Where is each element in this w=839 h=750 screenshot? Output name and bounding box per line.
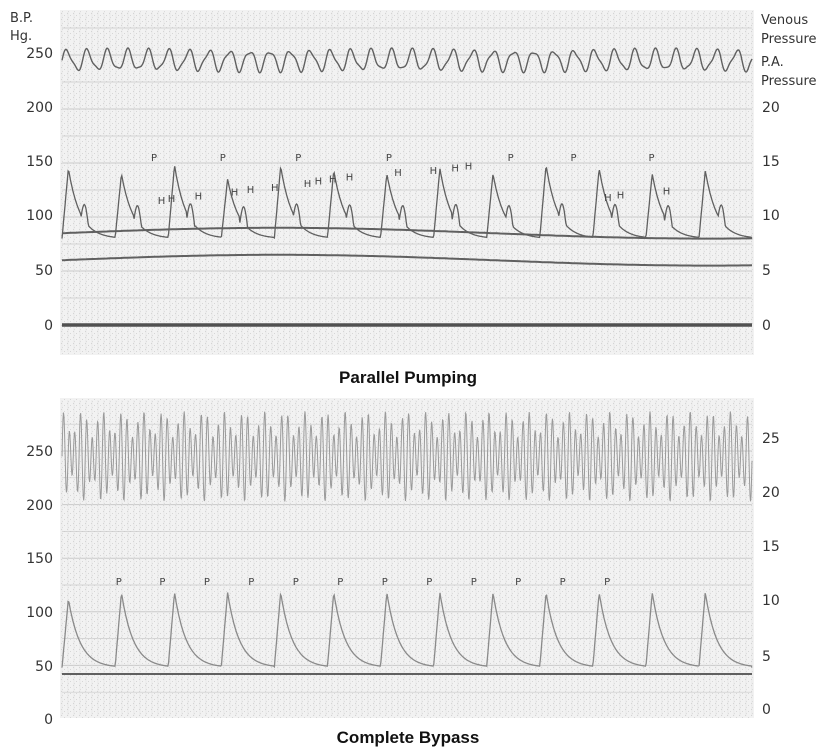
right-tick: 5 (762, 263, 771, 279)
annotation-label: P (151, 153, 157, 164)
right-tick: 25 (762, 431, 780, 447)
left-axis-label-line1: B.P. (10, 11, 33, 26)
annotation-label: H (430, 166, 438, 177)
right-label-pa-pressure: Pressure (761, 74, 817, 89)
annotation-label: H (465, 162, 473, 173)
annotation-label: H (195, 192, 203, 203)
left-tick: 250 (26, 46, 53, 62)
annotation-label: P (220, 153, 226, 164)
right-tick: 0 (762, 702, 771, 718)
annotation-label: H (451, 164, 459, 175)
annotation-label: P (382, 577, 388, 588)
left-tick: 150 (26, 154, 53, 170)
left-tick: 0 (44, 712, 53, 728)
annotation-label: H (247, 185, 255, 196)
right-tick: 0 (762, 318, 771, 334)
annotation-label: H (346, 172, 354, 183)
left-tick: 200 (26, 498, 53, 514)
annotation-label: H (329, 174, 337, 185)
series-line (61, 226, 753, 240)
annotation-label: P (604, 577, 610, 588)
annotation-label: H (394, 168, 402, 179)
annotation-label: P (426, 577, 432, 588)
annotation-label: P (471, 577, 477, 588)
annotations: PH H HPH H HPH H H HPH H H HP PH HPH (151, 153, 670, 207)
left-axis-label-line2: Hg. (10, 29, 32, 44)
left-tick: 250 (26, 444, 53, 460)
right-tick: 15 (762, 539, 780, 555)
annotation-label: P (560, 577, 566, 588)
annotation-label: H (617, 191, 625, 202)
right-label-pa: P.A. (761, 55, 784, 70)
left-tick: 50 (35, 659, 53, 675)
annotation-label: H (271, 183, 279, 194)
annotation-label: H (604, 193, 612, 204)
annotation-label: P (159, 577, 165, 588)
left-tick: 150 (26, 551, 53, 567)
left-tick: 100 (26, 208, 53, 224)
right-tick: 5 (762, 649, 771, 665)
annotation-label: P (649, 153, 655, 164)
series-line (61, 411, 753, 503)
annotation-label: H (315, 177, 323, 188)
annotation-label: P (293, 577, 299, 588)
series-line (61, 166, 753, 240)
right-tick: 10 (762, 593, 780, 609)
right-label-venous: Venous (761, 13, 808, 28)
annotation-label: H (231, 187, 239, 198)
right-label-venous-pressure: Pressure (761, 32, 817, 47)
annotation-label: H (158, 196, 166, 207)
right-tick: 20 (762, 100, 780, 116)
annotation-label: P (337, 577, 343, 588)
annotation-label: P (295, 153, 301, 164)
left-tick: 0 (44, 318, 53, 334)
annotation-label: H (168, 194, 176, 205)
right-tick: 15 (762, 154, 780, 170)
annotation-label: P (204, 577, 210, 588)
annotation-label: H (304, 179, 312, 190)
traces (61, 47, 753, 327)
annotation-label: H (663, 186, 671, 197)
panel-title: Parallel Pumping (339, 368, 477, 387)
series-line (61, 47, 753, 74)
left-tick: 50 (35, 263, 53, 279)
traces (61, 411, 753, 675)
annotation-label: P (508, 153, 514, 164)
series-line (61, 253, 753, 267)
right-tick: 10 (762, 208, 780, 224)
panel-title: Complete Bypass (337, 728, 480, 747)
annotation-label: P (386, 153, 392, 164)
annotation-label: P (515, 577, 521, 588)
panel-parallel-pumping: PH H HPH H HPH H H HPH H H HP PH HPH B.P. Hg. Venous… (10, 10, 817, 387)
left-tick: 200 (26, 100, 53, 116)
annotation-label: P (248, 577, 254, 588)
annotation-label: P (571, 153, 577, 164)
annotation-label: P (116, 577, 122, 588)
series-line (61, 592, 753, 669)
right-tick: 20 (762, 485, 780, 501)
left-tick: 100 (26, 605, 53, 621)
